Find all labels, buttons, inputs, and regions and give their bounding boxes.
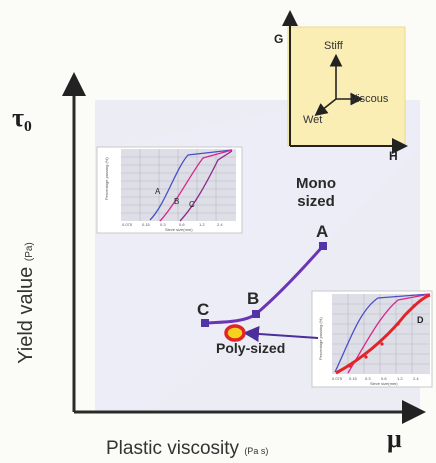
left-inset-curve-label-c: C: [189, 200, 195, 209]
wet-arrow: [314, 98, 337, 116]
svg-text:0.075: 0.075: [122, 222, 133, 227]
svg-text:1.2: 1.2: [397, 376, 403, 381]
svg-text:0.15: 0.15: [349, 376, 358, 381]
x-axis-title-text: Plastic viscosity: [106, 438, 240, 459]
svg-text:Percentage passing (%): Percentage passing (%): [104, 157, 109, 200]
right-gradation-inset: 0.075 0.15 0.3 0.6 1.2 2.4 Sieve size(mm) Pe…: [311, 290, 433, 388]
y-axis-title: Yield value (Pa): [15, 213, 41, 393]
point-marker-b: [252, 310, 260, 318]
svg-text:0.6: 0.6: [381, 376, 387, 381]
left-inset-curve-label-a: A: [155, 187, 161, 196]
svg-text:2.4: 2.4: [217, 222, 223, 227]
y-axis-title-text: Yield value: [15, 266, 37, 364]
viscous-label: Viscous: [350, 93, 389, 105]
poly-sized-label: Poly-sized: [216, 340, 286, 356]
poly-sized-marker: [224, 324, 246, 342]
x-axis-symbol: μ: [387, 424, 402, 453]
svg-text:0.075: 0.075: [332, 376, 343, 381]
left-gradation-inset: 0.075 0.15 0.3 0.6 1.2 2.4 Sieve size(mm) Pe…: [96, 146, 243, 234]
point-marker-a: [319, 242, 327, 250]
svg-text:0.15: 0.15: [142, 222, 151, 227]
property-inset-g-label: G: [274, 32, 284, 46]
mono-sized-text: Mono sized: [296, 175, 336, 210]
point-label-c: C: [197, 300, 210, 319]
svg-text:2.4: 2.4: [413, 376, 419, 381]
poly-pointer-arrow: [243, 325, 319, 342]
svg-text:0.3: 0.3: [160, 222, 166, 227]
stiff-label: Stiff: [324, 40, 343, 52]
right-inset-curve-label-d: D: [417, 315, 424, 325]
point-marker-c: [201, 319, 209, 327]
svg-text:0.3: 0.3: [365, 376, 371, 381]
x-axis-title: Plastic viscosity (Pa s): [106, 438, 268, 460]
point-label-a: A: [316, 222, 329, 241]
point-label-b: B: [247, 289, 260, 308]
svg-text:Sieve size(mm): Sieve size(mm): [370, 381, 398, 386]
y-axis-symbol: τ₀: [12, 103, 32, 132]
x-axis-unit: (Pa s): [244, 446, 269, 456]
svg-text:Sieve size(mm): Sieve size(mm): [165, 227, 193, 232]
property-inset-box: [288, 27, 405, 146]
mono-sized-label: Mono sized: [296, 175, 336, 211]
property-inset-h-label: H: [389, 149, 398, 163]
svg-text:0.6: 0.6: [179, 222, 185, 227]
left-inset-curve-label-b: B: [174, 197, 180, 206]
wet-label: Wet: [303, 114, 323, 126]
svg-text:Percentage passing (%): Percentage passing (%): [318, 317, 323, 360]
y-axis-unit: (Pa): [24, 242, 35, 262]
svg-text:1.2: 1.2: [199, 222, 205, 227]
